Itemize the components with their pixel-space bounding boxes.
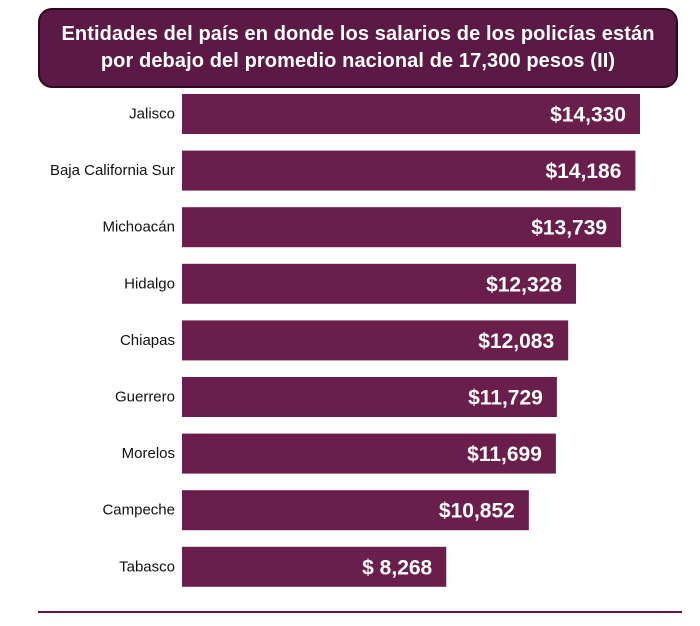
value-label: $12,083 (478, 330, 554, 353)
bar (182, 150, 636, 191)
value-label: $ 8,268 (362, 556, 432, 579)
category-label: Baja California Sur (50, 162, 175, 179)
chart-title-line-1: Entidades del país en donde los salarios… (61, 23, 655, 45)
category-label: Campeche (102, 502, 175, 519)
category-label: Guerrero (115, 389, 175, 406)
value-label: $12,328 (486, 273, 562, 296)
bottom-divider (38, 611, 682, 613)
bar (182, 546, 447, 587)
bar (182, 207, 622, 248)
category-label: Chiapas (120, 332, 175, 349)
bar (182, 377, 557, 417)
bar (182, 320, 569, 361)
value-label: $11,699 (467, 443, 542, 466)
value-label: $11,729 (468, 387, 543, 410)
chart-title: Entidades del país en donde los salarios… (38, 8, 678, 88)
chart-title-line-2: por debajo del promedio nacional de 17,3… (100, 50, 616, 72)
value-label: $14,186 (545, 160, 621, 183)
bar (182, 490, 529, 531)
bar (182, 94, 640, 134)
bar (182, 433, 556, 474)
category-label: Michoacán (102, 219, 175, 236)
category-label: Jalisco (129, 106, 175, 123)
category-label: Hidalgo (124, 275, 175, 292)
category-label: Morelos (122, 445, 175, 462)
value-label: $13,739 (531, 217, 607, 240)
value-label: $10,852 (439, 500, 515, 523)
bar (182, 263, 577, 304)
value-label: $14,330 (550, 104, 626, 127)
category-label: Tabasco (119, 558, 175, 575)
